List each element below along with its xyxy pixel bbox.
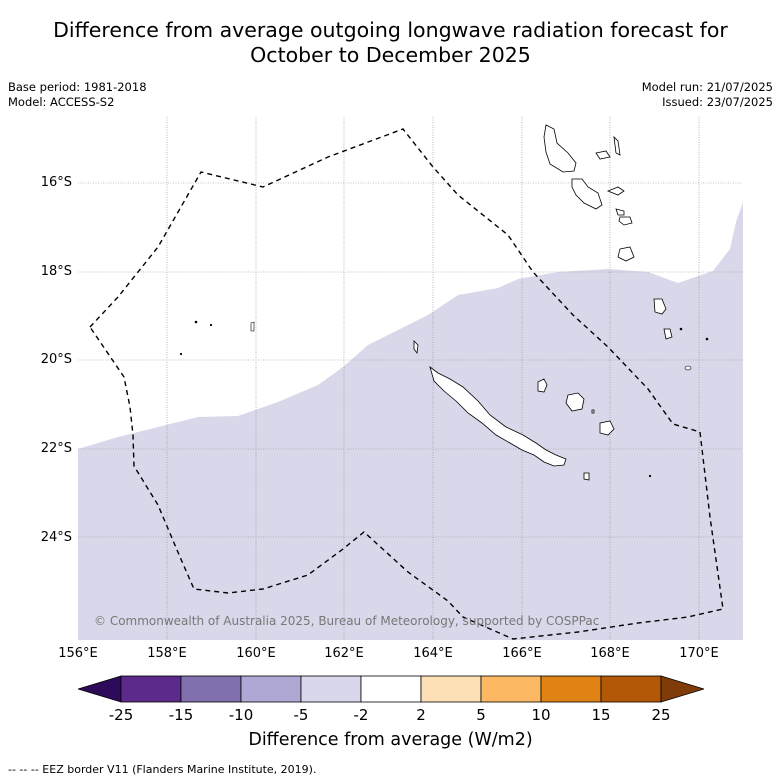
hunter-island [684,365,692,371]
new-caledonia-islands [413,340,615,481]
colorbar-label-5: 5 [476,706,486,724]
malekula [571,178,603,210]
chesterfield-reef [250,321,255,332]
colorbar-bin-6 [420,675,482,703]
lat-tick-16s: 16°S [40,175,72,190]
eez-footnote: -- -- -- EEZ border V11 (Flanders Marine… [8,763,317,776]
colorbar-bin-5 [360,675,422,703]
ambae [595,150,611,160]
reef-dot-3 [179,352,183,356]
meta-left: Base period: 1981-2018 Model: ACCESS-S2 [8,80,147,110]
vanuatu-islands [543,124,673,340]
colorbar-title: Difference from average (W/m2) [248,730,533,750]
colorbar [78,675,704,703]
model-name: Model: ACCESS-S2 [8,95,115,109]
lat-tick-24s: 24°S [40,530,72,545]
ouvea [537,378,548,393]
colorbar-label-2: 2 [416,706,426,724]
lifou [565,392,585,412]
isle-of-pines [583,472,590,481]
title-line-2: October to December 2025 [250,43,531,67]
base-period: Base period: 1981-2018 [8,80,147,94]
maewo [613,135,621,156]
ambrym [606,186,625,196]
mare [599,420,615,436]
colorbar-bin-2 [180,675,242,703]
colorbar-label--2: -2 [353,706,369,724]
issued-date: Issued: 23/07/2025 [662,95,773,109]
lon-tick-170e: 170°E [679,646,719,661]
colorbar-extend-low [78,675,122,703]
epi [615,208,625,216]
colorbar-bin-3 [240,675,302,703]
eez-border [89,128,724,640]
lon-tick-156e: 156°E [58,646,98,661]
reef-dot-6 [648,474,652,478]
lat-tick-20s: 20°S [40,352,72,367]
tiga-islet [591,409,595,414]
efate [618,216,633,226]
colorbar-bin-7 [480,675,542,703]
erromango [617,246,635,262]
tanna [653,298,667,315]
reef-islets [179,320,709,478]
colorbar-extend-high [660,675,704,703]
reef-dot-1 [194,320,198,324]
lon-tick-166e: 166°E [502,646,542,661]
map-canvas [78,117,743,640]
colorbar-label-10: 10 [531,706,551,724]
lon-tick-162e: 162°E [324,646,364,661]
copyright-notice: © Commonwealth of Australia 2025, Bureau… [94,614,600,628]
lon-tick-160e: 160°E [236,646,276,661]
reef-dot-5 [705,337,709,341]
reef-dot-4 [679,327,683,331]
colorbar-bin-1 [120,675,182,703]
colorbar-label--25: -25 [108,706,134,724]
lat-tick-22s: 22°S [40,441,72,456]
colorbar-bin-9 [600,675,662,703]
meta-right: Model run: 21/07/2025 Issued: 23/07/2025 [642,80,773,110]
map-panel: © Commonwealth of Australia 2025, Bureau… [78,117,743,640]
colorbar-label--10: -10 [228,706,254,724]
anomaly-region [78,202,743,640]
colorbar-label-15: 15 [591,706,611,724]
aneityum [663,328,673,340]
grande-terre [429,365,567,467]
colorbar-label--5: -5 [293,706,309,724]
colorbar-bin-8 [540,675,602,703]
colorbar-label-25: 25 [651,706,671,724]
map-title: Difference from average outgoing longwav… [0,18,781,68]
model-run: Model run: 21/07/2025 [641,80,773,94]
title-line-1: Difference from average outgoing longwav… [53,18,728,42]
lon-tick-158e: 158°E [147,646,187,661]
lat-tick-18s: 18°S [40,264,72,279]
colorbar-bin-4 [300,675,362,703]
lon-tick-164e: 164°E [413,646,453,661]
gridlines [78,117,743,640]
lon-tick-168e: 168°E [590,646,630,661]
belep-islands [413,340,419,355]
reef-dot-2 [209,323,213,327]
colorbar-label--15: -15 [168,706,194,724]
espiritu-santo [543,124,577,173]
